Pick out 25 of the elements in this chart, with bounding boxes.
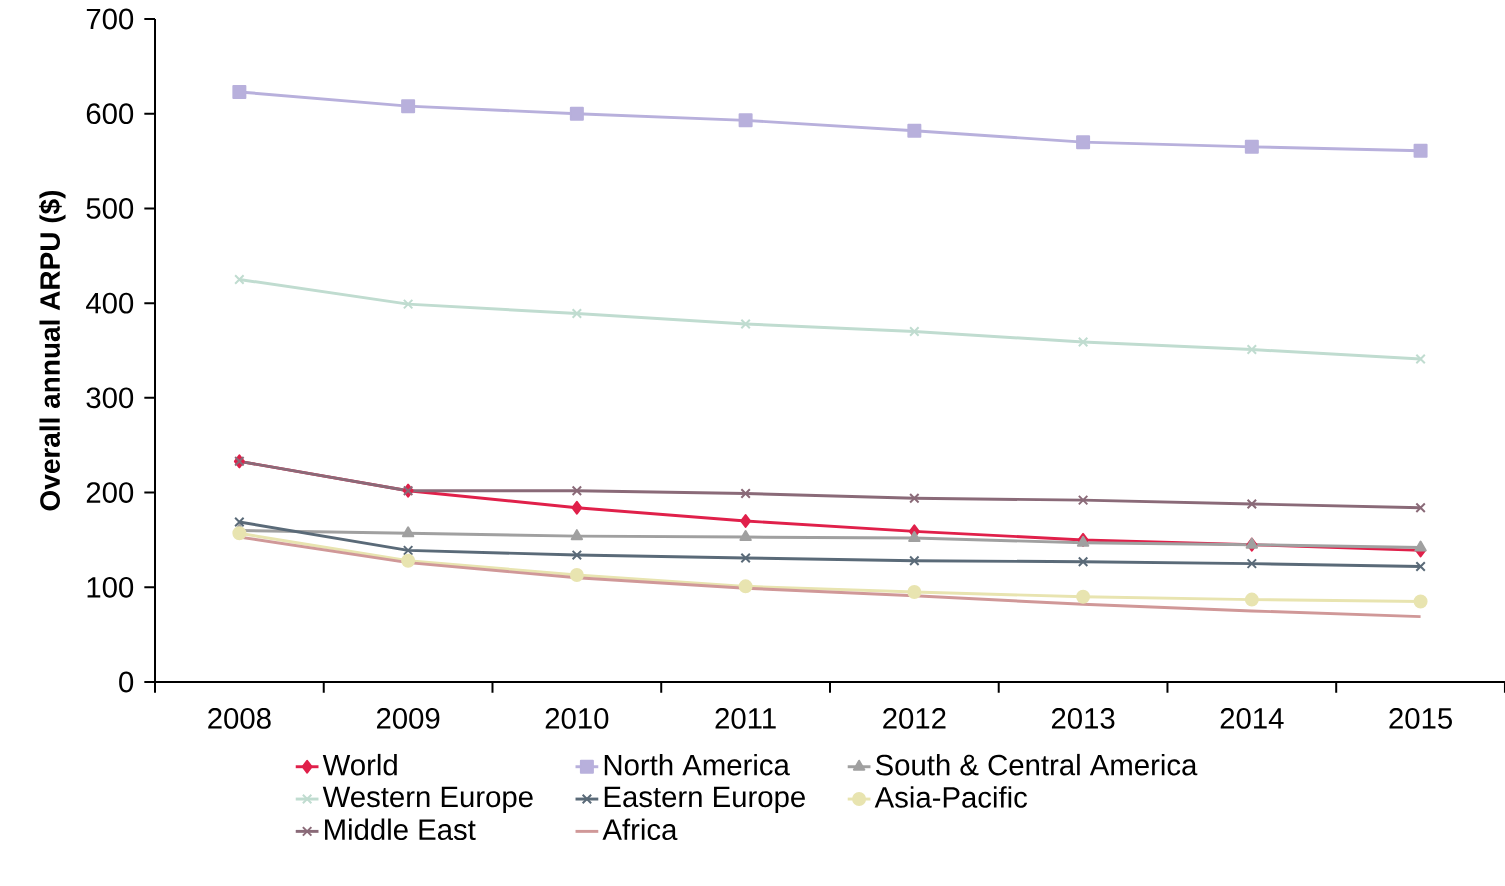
y-tick-label: 0 bbox=[119, 671, 134, 693]
y-tick-label: 100 bbox=[87, 576, 134, 598]
legend-label: Asia-Pacific bbox=[874, 786, 1028, 808]
y-tick-label: 700 bbox=[86, 8, 134, 30]
x-tick-label: 2011 bbox=[715, 708, 776, 729]
y-axis-title: Overall annual ARPU ($) bbox=[38, 190, 66, 511]
x-tick-label: 2014 bbox=[1220, 708, 1284, 729]
x-tick-label: 2013 bbox=[1051, 708, 1115, 729]
legend-label: South & Central America bbox=[875, 753, 1198, 776]
x-tick-label: 2012 bbox=[883, 708, 946, 729]
x-tick-label: 2009 bbox=[376, 708, 440, 729]
y-tick-label: 500 bbox=[86, 198, 134, 219]
legend-label: North America bbox=[604, 753, 790, 776]
x-tick-label: 2010 bbox=[545, 708, 609, 729]
legend-label: Africa bbox=[602, 818, 678, 841]
legend-label: Western Europe bbox=[322, 786, 533, 814]
x-tick-label: 2008 bbox=[208, 708, 271, 729]
y-tick-label: 400 bbox=[86, 292, 134, 314]
legend-label: World bbox=[322, 753, 397, 776]
legend-label: Middle East bbox=[325, 818, 476, 841]
y-tick-label: 200 bbox=[86, 482, 134, 503]
y-tick-label: 300 bbox=[86, 387, 134, 409]
legend-label: Eastern Europe bbox=[604, 786, 805, 814]
x-tick-label: 2015 bbox=[1389, 708, 1452, 729]
y-tick-label: 600 bbox=[86, 103, 134, 125]
